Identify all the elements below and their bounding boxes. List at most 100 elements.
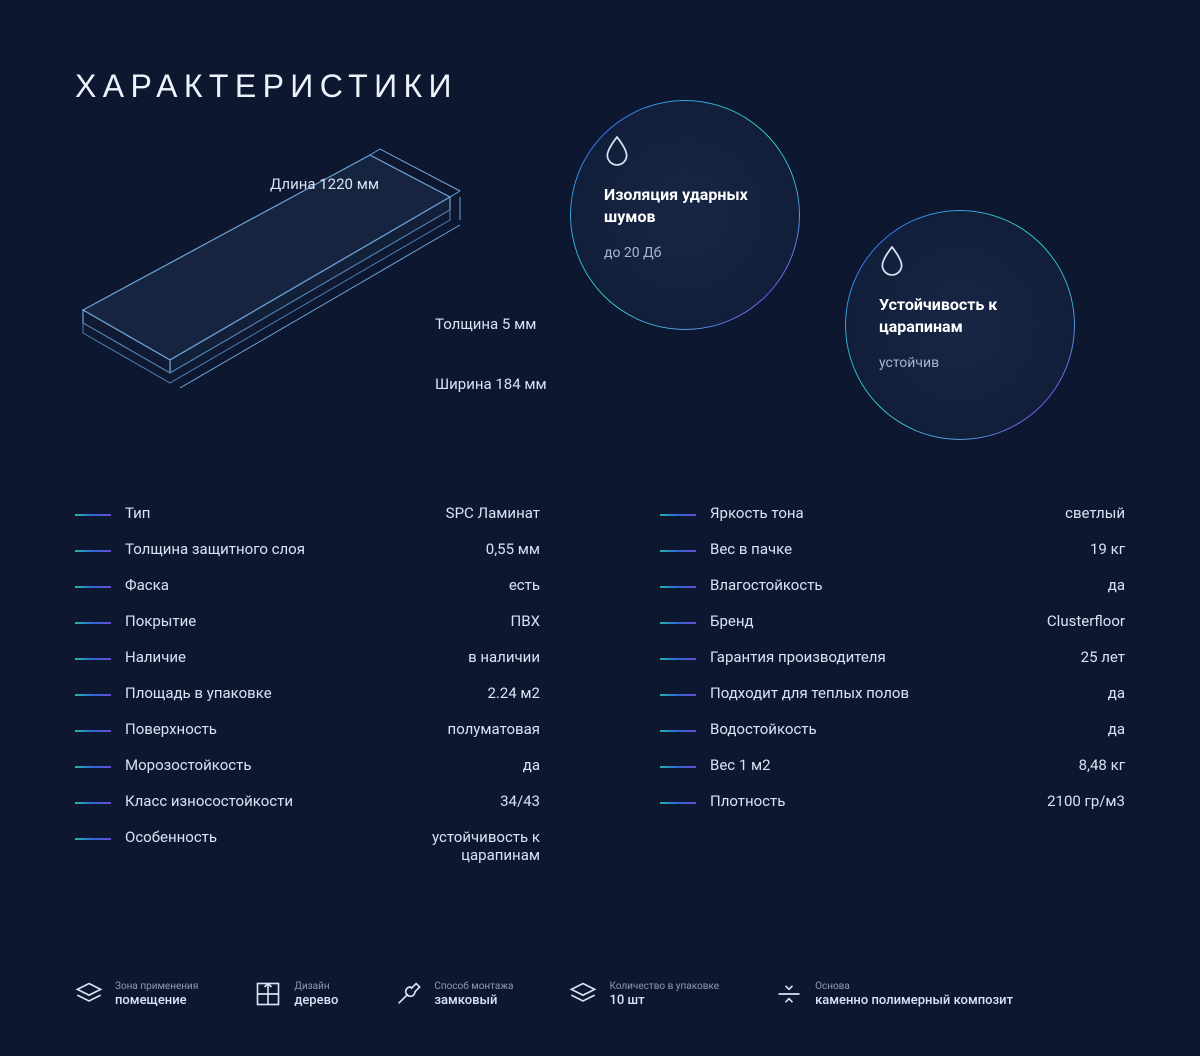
spec-row: Вес в пачке19 кг [660,531,1125,567]
bottom-feature-value: помещение [115,993,198,1008]
gradient-dash-icon [75,694,111,696]
spec-label: Тип [125,504,446,522]
layers-icon [75,980,103,1008]
bottom-feature-label: Дизайн [294,981,338,993]
spec-value: 0,55 мм [486,540,540,558]
spec-label: Подходит для теплых полов [710,684,1108,702]
bottom-feature-value: замковый [434,993,513,1008]
bottom-feature-label: Способ монтажа [434,981,513,993]
spec-row: Класс износостойкости34/43 [75,783,540,819]
spec-label: Морозостойкость [125,756,523,774]
gradient-dash-icon [660,550,696,552]
spec-value: светлый [1065,504,1125,522]
spec-row: Гарантия производителя25 лет [660,639,1125,675]
spec-value: да [1108,720,1125,738]
spec-value: устойчивость к царапинам [360,828,540,864]
bottom-feature-item: Основакаменно полимерный композит [775,980,1013,1008]
spec-row: Яркость тонасветлый [660,495,1125,531]
drop-icon [879,246,905,276]
spec-label: Особенность [125,828,360,846]
bottom-feature-value: 10 шт [609,993,719,1008]
bottom-features-row: Зона примененияпомещение Дизайндерево Спос… [75,980,1125,1008]
gradient-dash-icon [75,730,111,732]
page-title: ХАРАКТЕРИСТИКИ [75,68,458,105]
spec-row: Толщина защитного слоя0,55 мм [75,531,540,567]
spec-value: ПВХ [511,612,540,630]
spec-value: в наличии [468,648,540,666]
bottom-feature-item: Количество в упаковке10 шт [569,980,719,1008]
board-length-label: Длина 1220 мм [270,175,379,193]
spec-label: Фаска [125,576,509,594]
spec-row: Площадь в упаковке2.24 м2 [75,675,540,711]
spec-row: БрендClusterfloor [660,603,1125,639]
spec-label: Водостойкость [710,720,1108,738]
spec-label: Плотность [710,792,1047,810]
gradient-dash-icon [75,550,111,552]
gradient-dash-icon [75,514,111,516]
bottom-feature-item: Дизайндерево [254,980,338,1008]
spec-label: Вес 1 м2 [710,756,1079,774]
spec-label: Наличие [125,648,468,666]
feature-title: Изоляция ударных шумов [604,184,770,227]
spec-value: 19 кг [1090,540,1125,558]
spec-value: да [523,756,540,774]
bottom-feature-label: Основа [815,981,1013,993]
spec-label: Площадь в упаковке [125,684,487,702]
spec-row: Подходит для теплых половда [660,675,1125,711]
spec-value: 25 лет [1081,648,1125,666]
gradient-dash-icon [660,622,696,624]
spec-label: Покрытие [125,612,511,630]
bottom-feature-value: дерево [294,993,338,1008]
feature-circle-scratch: Устойчивость к царапинам устойчив [845,210,1075,440]
spec-value: полуматовая [448,720,540,738]
spec-row: Плотность2100 гр/м3 [660,783,1125,819]
gradient-dash-icon [75,622,111,624]
spec-row: Водостойкостьда [660,711,1125,747]
gradient-dash-icon [660,802,696,804]
spec-label: Поверхность [125,720,448,738]
gradient-dash-icon [660,730,696,732]
spec-label: Влагостойкость [710,576,1108,594]
bottom-feature-item: Способ монтажазамковый [394,980,513,1008]
gradient-dash-icon [75,658,111,660]
gradient-dash-icon [660,694,696,696]
spec-row: ТипSPC Ламинат [75,495,540,531]
spec-value: да [1108,684,1125,702]
layers-icon [569,980,597,1008]
spec-label: Бренд [710,612,1047,630]
grid-icon [254,980,282,1008]
gradient-dash-icon [75,838,111,840]
gradient-dash-icon [75,802,111,804]
bottom-feature-value: каменно полимерный композит [815,993,1013,1008]
board-width-label: Ширина 184 мм [435,375,547,393]
spec-value: да [1108,576,1125,594]
spec-row: ПокрытиеПВХ [75,603,540,639]
spec-row: Морозостойкостьда [75,747,540,783]
spec-label: Вес в пачке [710,540,1090,558]
gradient-dash-icon [660,514,696,516]
compress-icon [775,980,803,1008]
spec-value: Clusterfloor [1047,612,1125,630]
spec-value: 2.24 м2 [487,684,540,702]
spec-value: 34/43 [500,792,540,810]
spec-label: Класс износостойкости [125,792,500,810]
spec-row: Влагостойкостьда [660,567,1125,603]
spec-row: Вес 1 м28,48 кг [660,747,1125,783]
drop-icon [604,136,630,166]
feature-title: Устойчивость к царапинам [879,294,1045,337]
spec-value: 2100 гр/м3 [1047,792,1125,810]
gradient-dash-icon [660,766,696,768]
bottom-feature-item: Зона примененияпомещение [75,980,198,1008]
spec-label: Толщина защитного слоя [125,540,486,558]
gradient-dash-icon [660,586,696,588]
spec-value: есть [509,576,540,594]
spec-value: 8,48 кг [1079,756,1125,774]
feature-sub: до 20 Дб [604,245,770,261]
specs-table: ТипSPC ЛаминатТолщина защитного слоя0,55… [75,495,1125,873]
bottom-feature-label: Зона применения [115,981,198,993]
board-thickness-label: Толщина 5 мм [435,315,536,333]
gradient-dash-icon [75,766,111,768]
feature-sub: устойчив [879,355,1045,371]
spec-row: Особенностьустойчивость к царапинам [75,819,540,873]
spec-row: Фаскаесть [75,567,540,603]
